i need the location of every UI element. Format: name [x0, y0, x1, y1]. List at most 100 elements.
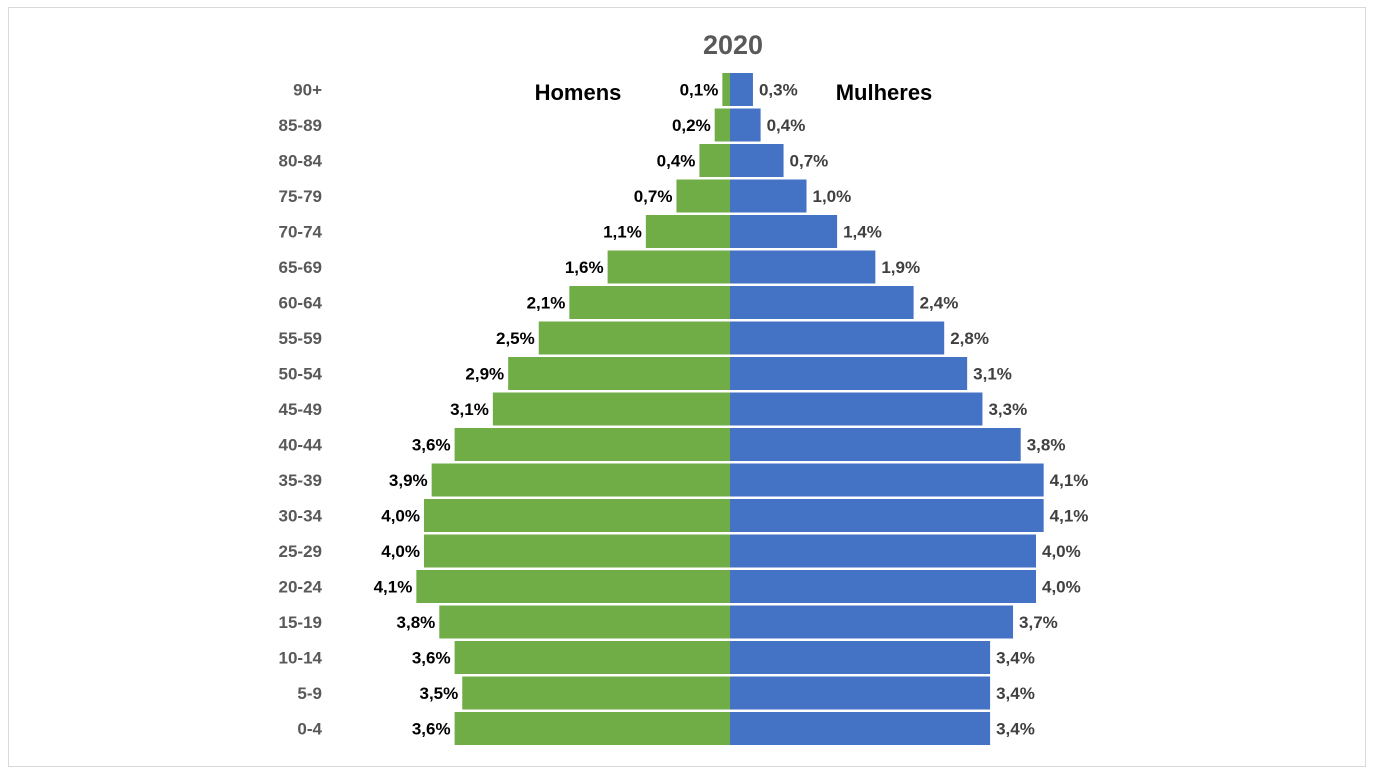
value-label-mulheres-55-59: 2,8%: [950, 329, 989, 348]
bar-mulheres-30-34: [730, 499, 1044, 532]
value-label-homens-40-44: 3,6%: [412, 436, 451, 455]
age-label-55-59: 55-59: [279, 329, 322, 348]
age-label-25-29: 25-29: [279, 542, 322, 561]
age-label-45-49: 45-49: [279, 400, 322, 419]
bar-mulheres-35-39: [730, 463, 1044, 497]
value-label-mulheres-30-34: 4,1%: [1050, 507, 1089, 526]
value-label-homens-90+: 0,1%: [680, 81, 719, 100]
bar-homens-30-34: [424, 499, 730, 532]
bar-homens-80-84: [699, 144, 730, 177]
value-label-mulheres-40-44: 3,8%: [1027, 436, 1066, 455]
age-label-90+: 90+: [293, 81, 322, 100]
age-label-20-24: 20-24: [279, 578, 323, 597]
value-label-mulheres-65-69: 1,9%: [881, 258, 920, 277]
age-label-80-84: 80-84: [279, 152, 323, 171]
age-label-15-19: 15-19: [279, 613, 322, 632]
value-label-mulheres-45-49: 3,3%: [988, 400, 1027, 419]
bars-group: 90+ 0,1% 0,3% 85-89 0,2% 0,4% 80-84 0,4% 0,7% 75-…: [279, 73, 1089, 745]
value-label-mulheres-85-89: 0,4%: [767, 116, 806, 135]
value-label-homens-80-84: 0,4%: [657, 152, 696, 171]
bar-mulheres-40-44: [730, 428, 1021, 461]
bar-homens-50-54: [508, 357, 730, 390]
value-label-homens-85-89: 0,2%: [672, 116, 711, 135]
value-label-homens-30-34: 4,0%: [381, 507, 420, 526]
bar-mulheres-60-64: [730, 286, 914, 319]
bar-homens-40-44: [454, 428, 730, 461]
age-label-65-69: 65-69: [279, 258, 322, 277]
bar-mulheres-65-69: [730, 250, 876, 284]
value-label-homens-20-24: 4,1%: [374, 578, 413, 597]
bar-homens-75-79: [676, 179, 730, 213]
bar-mulheres-15-19: [730, 605, 1014, 639]
age-label-50-54: 50-54: [279, 365, 323, 384]
bar-homens-35-39: [431, 463, 730, 497]
bar-homens-20-24: [416, 570, 730, 603]
series-label-mulheres: Mulheres: [836, 80, 933, 105]
bar-homens-70-74: [645, 215, 730, 248]
bar-homens-85-89: [714, 108, 730, 142]
value-label-mulheres-5-9: 3,4%: [996, 684, 1035, 703]
value-label-mulheres-70-74: 1,4%: [843, 223, 882, 242]
age-label-70-74: 70-74: [279, 223, 323, 242]
bar-mulheres-85-89: [730, 108, 761, 142]
age-label-5-9: 5-9: [297, 684, 322, 703]
value-label-mulheres-20-24: 4,0%: [1042, 578, 1081, 597]
value-label-homens-75-79: 0,7%: [634, 187, 673, 206]
age-label-40-44: 40-44: [279, 436, 323, 455]
bar-mulheres-55-59: [730, 321, 945, 355]
bar-mulheres-90+: [730, 73, 753, 106]
bar-homens-0-4: [454, 712, 730, 745]
bar-homens-5-9: [462, 676, 730, 710]
value-label-homens-55-59: 2,5%: [496, 329, 535, 348]
series-label-homens: Homens: [535, 80, 622, 105]
bar-homens-15-19: [439, 605, 730, 639]
bar-mulheres-10-14: [730, 641, 991, 674]
bar-mulheres-0-4: [730, 712, 991, 745]
value-label-mulheres-90+: 0,3%: [759, 81, 798, 100]
value-label-homens-65-69: 1,6%: [565, 258, 604, 277]
value-label-mulheres-25-29: 4,0%: [1042, 542, 1081, 561]
age-label-10-14: 10-14: [279, 649, 323, 668]
value-label-mulheres-50-54: 3,1%: [973, 365, 1012, 384]
value-label-homens-10-14: 3,6%: [412, 649, 451, 668]
value-label-homens-50-54: 2,9%: [465, 365, 504, 384]
bar-mulheres-50-54: [730, 357, 968, 390]
bar-mulheres-80-84: [730, 144, 784, 177]
value-label-homens-35-39: 3,9%: [389, 471, 428, 490]
value-label-homens-15-19: 3,8%: [397, 613, 436, 632]
age-label-35-39: 35-39: [279, 471, 322, 490]
bar-mulheres-20-24: [730, 570, 1036, 603]
bar-homens-60-64: [569, 286, 730, 319]
bar-mulheres-25-29: [730, 534, 1036, 568]
bar-homens-55-59: [538, 321, 730, 355]
bar-mulheres-5-9: [730, 676, 991, 710]
age-label-60-64: 60-64: [279, 294, 323, 313]
value-label-homens-60-64: 2,1%: [527, 294, 566, 313]
value-label-mulheres-15-19: 3,7%: [1019, 613, 1058, 632]
value-label-mulheres-60-64: 2,4%: [920, 294, 959, 313]
age-label-75-79: 75-79: [279, 187, 322, 206]
bar-homens-90+: [722, 73, 730, 106]
bar-mulheres-70-74: [730, 215, 838, 248]
value-label-mulheres-0-4: 3,4%: [996, 720, 1035, 739]
value-label-homens-25-29: 4,0%: [381, 542, 420, 561]
bar-homens-45-49: [492, 392, 730, 426]
value-label-homens-5-9: 3,5%: [420, 684, 459, 703]
value-label-homens-45-49: 3,1%: [450, 400, 489, 419]
age-label-30-34: 30-34: [279, 507, 323, 526]
value-label-mulheres-75-79: 1,0%: [813, 187, 852, 206]
value-label-mulheres-10-14: 3,4%: [996, 649, 1035, 668]
value-label-mulheres-80-84: 0,7%: [790, 152, 829, 171]
age-label-0-4: 0-4: [297, 720, 322, 739]
bar-mulheres-75-79: [730, 179, 807, 213]
bar-mulheres-45-49: [730, 392, 983, 426]
value-label-homens-0-4: 3,6%: [412, 720, 451, 739]
bar-homens-10-14: [454, 641, 730, 674]
age-label-85-89: 85-89: [279, 116, 322, 135]
bar-homens-25-29: [424, 534, 730, 568]
value-label-mulheres-35-39: 4,1%: [1050, 471, 1089, 490]
bar-homens-65-69: [607, 250, 730, 284]
chart-title: 2020: [703, 30, 763, 60]
value-label-homens-70-74: 1,1%: [603, 223, 642, 242]
